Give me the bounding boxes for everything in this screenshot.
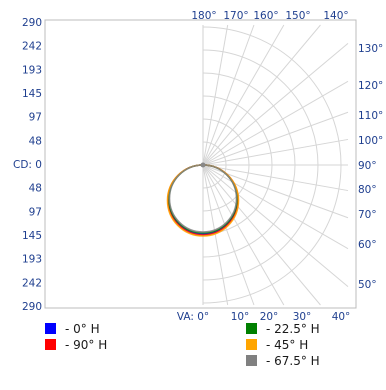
grid-spoke: [202, 24, 285, 166]
angle-label-top: 160°: [253, 10, 278, 22]
angle-label-right: 70°: [358, 209, 377, 221]
grid-spoke: [202, 164, 255, 306]
legend-swatch: [45, 323, 56, 334]
legend-label: - 67.5° H: [266, 354, 320, 368]
legend-label: - 90° H: [65, 338, 107, 352]
grid-spoke: [202, 24, 255, 166]
grid-spoke: [202, 24, 321, 166]
angle-label-top: 180°: [191, 10, 216, 22]
legend-swatch: [246, 355, 257, 366]
angle-label-top: 150°: [285, 10, 310, 22]
angle-label-top: 170°: [223, 10, 248, 22]
y-tick-label: 242: [22, 41, 42, 53]
legend-label: - 22.5° H: [266, 322, 320, 336]
angle-label-right: 80°: [358, 184, 377, 196]
y-tick-label: 97: [29, 112, 42, 124]
angle-label-bottom: 30°: [293, 311, 312, 323]
angle-label-right: 120°: [358, 80, 383, 92]
grid-spoke: [202, 164, 229, 306]
grid-spoke: [202, 164, 285, 306]
grid-spoke: [202, 24, 229, 166]
angle-label-bottom: 10°: [231, 311, 250, 323]
grid-spoke: [202, 164, 349, 192]
grid-spoke: [202, 164, 349, 250]
legend-swatch: [45, 339, 56, 350]
angle-label-right: 90°: [358, 160, 377, 172]
legend-swatch: [246, 323, 257, 334]
legend-label: - 45° H: [266, 338, 308, 352]
y-tick-label: 290: [22, 301, 42, 313]
y-tick-label: 193: [22, 254, 42, 266]
y-tick-label: 48: [29, 183, 42, 195]
y-tick-label: 290: [22, 17, 42, 29]
angle-label-right: 50°: [358, 279, 377, 291]
angle-label-right: 110°: [358, 110, 383, 122]
grid-spoke: [202, 164, 321, 306]
y-tick-label: 193: [22, 64, 42, 76]
grid-spoke: [202, 80, 349, 166]
y-axis-center-label: CD: 0: [13, 159, 42, 171]
y-tick-label: 145: [22, 230, 42, 242]
y-tick-label: 97: [29, 206, 42, 218]
legend-swatch: [246, 339, 257, 350]
grid-spoke: [202, 42, 349, 166]
angle-label-right: 130°: [358, 43, 383, 55]
y-tick-label: 145: [22, 88, 42, 100]
angle-label-bottom: 40°: [332, 311, 351, 323]
grid-spoke: [202, 138, 349, 166]
angle-label-bottom: VA: 0°: [177, 311, 209, 323]
grid-spoke: [202, 164, 349, 288]
angle-label-top: 140°: [323, 10, 348, 22]
y-tick-label: 242: [22, 277, 42, 289]
y-tick-label: 48: [29, 135, 42, 147]
grid-spoke: [202, 111, 349, 166]
origin-marker: [200, 162, 206, 168]
angle-label-right: 60°: [358, 239, 377, 251]
angle-label-bottom: 20°: [260, 311, 279, 323]
plot-frame: [44, 19, 357, 309]
angle-label-right: 100°: [358, 135, 383, 147]
legend-label: - 0° H: [65, 322, 100, 336]
